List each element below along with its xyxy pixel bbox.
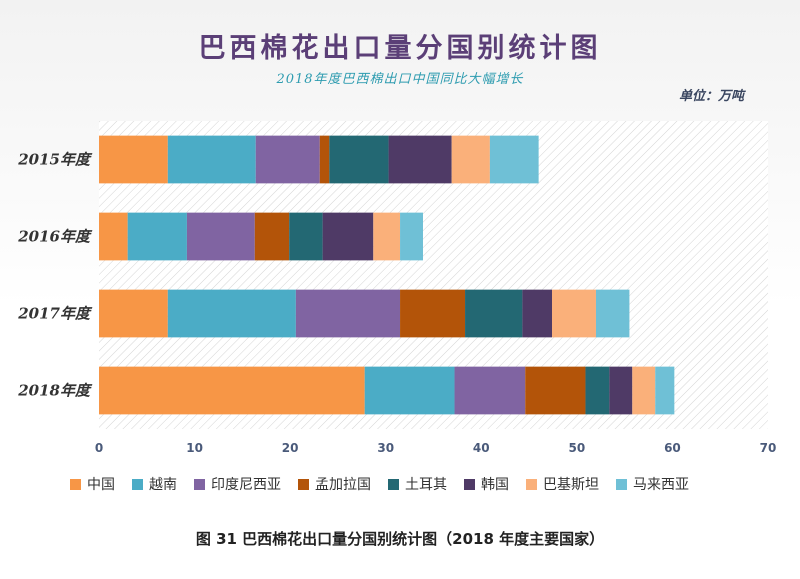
bar-segment: [451, 135, 490, 184]
bar-segment: [655, 366, 675, 415]
legend-item: 印度尼西亚: [194, 474, 281, 494]
bar-segment: [364, 366, 455, 415]
bar-segment: [99, 366, 365, 415]
legend-label: 巴基斯坦: [543, 477, 599, 493]
bar-segment: [465, 289, 523, 338]
chart-svg: 2015年度 2016年度 2017年度 2018年度 0 10 20 30 40 50 60 70: [17, 121, 777, 455]
legend-swatch: [298, 478, 309, 490]
x-tick-label: 20: [282, 441, 299, 455]
x-tick-label: 30: [377, 441, 394, 455]
legend-item: 土耳其: [388, 474, 447, 494]
legend-swatch: [70, 478, 81, 490]
unit-label: 单位：万吨: [678, 89, 744, 104]
bar-segment: [329, 135, 389, 184]
legend-item: 越南: [132, 474, 177, 494]
category-label: 2016年度: [17, 228, 93, 246]
bar-segment: [99, 135, 168, 184]
x-tick-label: 10: [186, 441, 203, 455]
bar-segment: [99, 289, 168, 338]
legend-label: 韩国: [481, 477, 509, 493]
legend-swatch: [616, 478, 627, 490]
bar-segment: [295, 289, 401, 338]
legend-label: 越南: [149, 477, 177, 493]
bar-segment: [489, 135, 539, 184]
x-tick-label: 50: [569, 441, 586, 455]
bar-segment: [388, 135, 452, 184]
legend-item: 巴基斯坦: [526, 474, 599, 494]
chart-subtitle: 2018年度巴西棉出口中国同比大幅增长: [276, 72, 524, 87]
category-label: 2017年度: [17, 305, 93, 323]
legend-label: 印度尼西亚: [211, 477, 281, 493]
bar-segment: [167, 289, 296, 338]
legend-item: 马来西亚: [616, 474, 689, 494]
x-tick-label: 40: [473, 441, 490, 455]
x-tick-label: 60: [664, 441, 681, 455]
x-tick-label: 70: [760, 441, 777, 455]
legend: 中国 越南 印度尼西亚 孟加拉国 土耳其 韩国 巴基斯坦 马来西亚: [70, 473, 790, 495]
bar-segment: [454, 366, 526, 415]
bar-segment: [400, 212, 423, 261]
legend-label: 孟加拉国: [315, 477, 371, 493]
bar-segment: [400, 289, 466, 338]
legend-label: 土耳其: [405, 477, 447, 493]
bar-segment: [609, 366, 633, 415]
legend-swatch: [388, 478, 399, 490]
bar-segment: [322, 212, 374, 261]
bar-segment: [319, 135, 330, 184]
category-label: 2018年度: [17, 382, 93, 400]
bar-segment: [127, 212, 187, 261]
bars-group: [99, 135, 675, 415]
bar-segment: [373, 212, 401, 261]
bar-segment: [585, 366, 610, 415]
x-tick-label: 0: [95, 441, 103, 455]
legend-item: 孟加拉国: [298, 474, 371, 494]
legend-swatch: [194, 478, 205, 490]
x-axis-ticks: 0 10 20 30 40 50 60 70: [95, 441, 777, 455]
legend-swatch: [526, 478, 537, 490]
bar-segment: [522, 289, 553, 338]
legend-label: 中国: [87, 477, 115, 493]
legend-label: 马来西亚: [633, 477, 689, 493]
bar-segment: [552, 289, 596, 338]
bar-segment: [632, 366, 656, 415]
bar-segment: [186, 212, 255, 261]
legend-swatch: [464, 478, 475, 490]
bar-segment: [289, 212, 323, 261]
figure-caption: 图 31 巴西棉花出口量分国别统计图（2018 年度主要国家）: [195, 530, 605, 548]
category-label: 2015年度: [17, 151, 93, 169]
bar-segment: [167, 135, 256, 184]
bar-segment: [525, 366, 586, 415]
bar-segment: [254, 212, 290, 261]
bar-segment: [595, 289, 630, 338]
legend-item: 中国: [70, 474, 115, 494]
bar-segment: [255, 135, 320, 184]
category-labels: 2015年度 2016年度 2017年度 2018年度: [17, 151, 93, 400]
legend-item: 韩国: [464, 474, 509, 494]
legend-swatch: [132, 478, 143, 490]
bar-segment: [99, 212, 128, 261]
chart-title: 巴西棉花出口量分国别统计图: [198, 33, 602, 64]
